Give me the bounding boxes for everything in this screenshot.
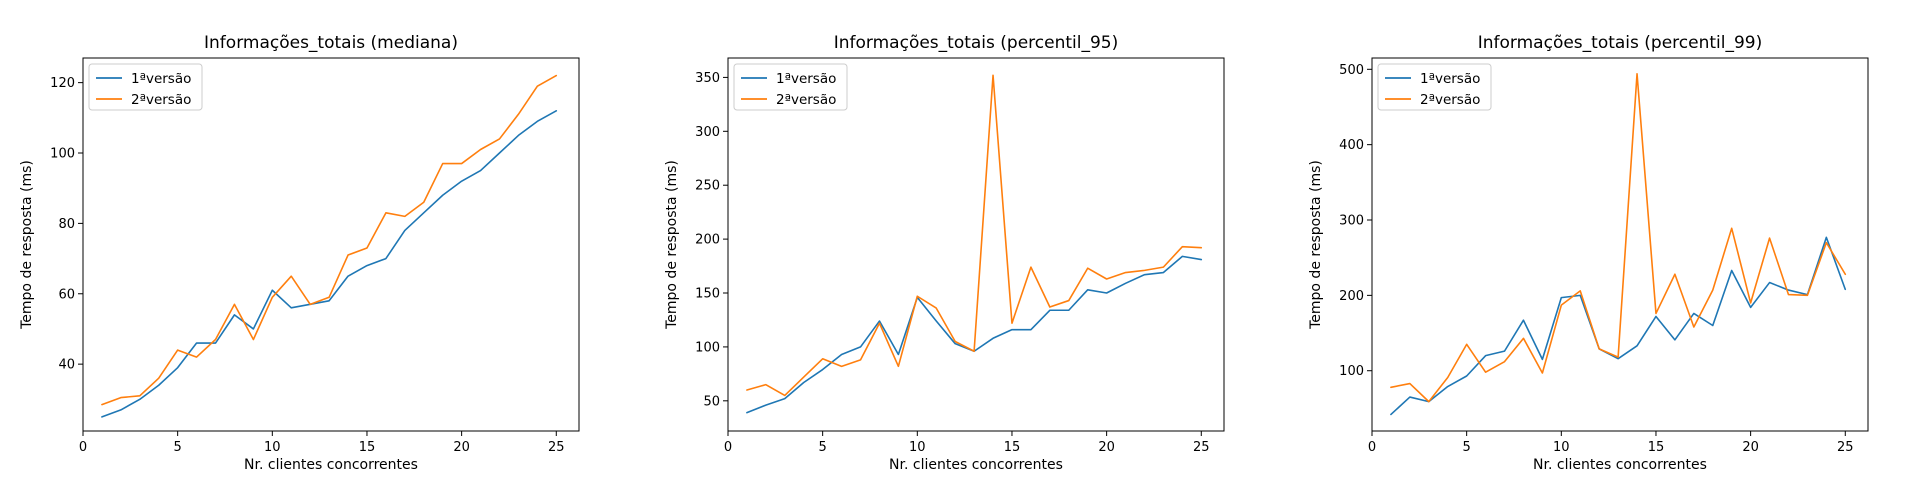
y-tick-label: 250 bbox=[695, 179, 720, 194]
x-axis-label: Nr. clientes concorrentes bbox=[244, 457, 418, 473]
plot-frame bbox=[727, 57, 1225, 432]
series-line-2 bbox=[1390, 73, 1847, 403]
plot-frame bbox=[82, 57, 580, 432]
series-line-2 bbox=[746, 74, 1203, 397]
x-tick-label: 10 bbox=[1553, 440, 1570, 455]
x-tick-label: 10 bbox=[909, 440, 926, 455]
y-tick-label: 120 bbox=[50, 76, 75, 91]
y-tick-label: 200 bbox=[695, 233, 720, 248]
y-tick-label: 60 bbox=[58, 287, 75, 302]
y-tick-label: 400 bbox=[1339, 138, 1364, 153]
y-axis-label: Tempo de resposta (ms) bbox=[19, 160, 35, 330]
legend-label-1: 1ªversão bbox=[131, 71, 191, 87]
x-tick-label: 5 bbox=[174, 440, 182, 455]
chart-title: Informações_totais (percentil_95) bbox=[834, 33, 1119, 53]
x-tick-label: 15 bbox=[1648, 440, 1665, 455]
x-tick-label: 20 bbox=[1742, 440, 1759, 455]
legend-label-1: 1ªversão bbox=[776, 71, 836, 87]
chart-panel-1: Informações_totais (mediana) 0 5 10 15 20 25 40… bbox=[19, 33, 580, 473]
y-tick-label: 80 bbox=[58, 217, 75, 232]
x-tick-label: 15 bbox=[359, 440, 376, 455]
series-line-1 bbox=[101, 109, 558, 418]
x-tick-label: 20 bbox=[453, 440, 470, 455]
y-tick-label: 300 bbox=[695, 125, 720, 140]
y-tick-label: 200 bbox=[1339, 289, 1364, 304]
legend-label-1: 1ªversão bbox=[1420, 71, 1480, 87]
x-tick-label: 25 bbox=[1837, 440, 1854, 455]
x-tick-label: 0 bbox=[724, 440, 732, 455]
y-tick-label: 40 bbox=[58, 358, 75, 373]
y-tick-label: 50 bbox=[703, 394, 720, 409]
series-line-1 bbox=[746, 255, 1203, 414]
y-tick-label: 500 bbox=[1339, 63, 1364, 78]
plot-frame bbox=[1371, 57, 1869, 432]
y-tick-label: 100 bbox=[50, 147, 75, 162]
x-tick-label: 0 bbox=[1368, 440, 1376, 455]
x-tick-label: 20 bbox=[1098, 440, 1115, 455]
x-tick-label: 25 bbox=[1193, 440, 1210, 455]
y-tick-label: 100 bbox=[1339, 364, 1364, 379]
legend-label-2: 2ªversão bbox=[1420, 92, 1480, 108]
x-axis-label: Nr. clientes concorrentes bbox=[889, 457, 1063, 473]
x-tick-label: 5 bbox=[1463, 440, 1471, 455]
legend: 1ªversão 2ªversão bbox=[88, 63, 203, 111]
x-tick-label: 15 bbox=[1004, 440, 1021, 455]
legend-label-2: 2ªversão bbox=[776, 92, 836, 108]
x-tick-label: 5 bbox=[819, 440, 827, 455]
series-line-2 bbox=[101, 74, 558, 406]
legend-label-2: 2ªversão bbox=[131, 92, 191, 108]
chart-title: Informações_totais (percentil_99) bbox=[1478, 33, 1763, 53]
chart-panel-2: Informações_totais (percentil_95) 0 5 10 15 2… bbox=[664, 33, 1225, 473]
x-tick-label: 25 bbox=[548, 440, 565, 455]
legend: 1ªversão 2ªversão bbox=[1377, 63, 1492, 111]
y-axis-label: Tempo de resposta (ms) bbox=[1308, 160, 1324, 330]
y-tick-label: 150 bbox=[695, 287, 720, 302]
y-axis-label: Tempo de resposta (ms) bbox=[664, 160, 680, 330]
series-line-1 bbox=[1390, 236, 1847, 416]
chart-panel-3: Informações_totais (percentil_99) 0 5 10 15 2… bbox=[1308, 33, 1869, 473]
y-tick-label: 300 bbox=[1339, 214, 1364, 229]
x-tick-label: 10 bbox=[264, 440, 281, 455]
x-axis-label: Nr. clientes concorrentes bbox=[1533, 457, 1707, 473]
y-tick-label: 100 bbox=[695, 340, 720, 355]
y-tick-label: 350 bbox=[695, 71, 720, 86]
chart-title: Informações_totais (mediana) bbox=[204, 33, 458, 53]
legend: 1ªversão 2ªversão bbox=[733, 63, 848, 111]
x-tick-label: 0 bbox=[79, 440, 87, 455]
